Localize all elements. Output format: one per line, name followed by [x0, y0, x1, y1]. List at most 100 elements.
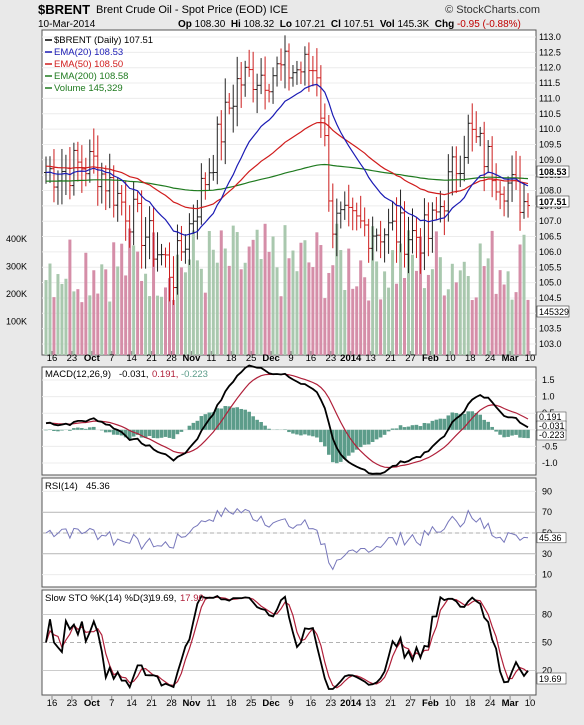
volume-bar	[327, 272, 331, 355]
price-tick-label: 108.0	[539, 186, 562, 196]
macd-histogram-bar	[434, 419, 439, 430]
volume-bar	[414, 270, 418, 355]
volume-bar	[112, 242, 116, 355]
volume-bar	[466, 276, 470, 355]
price-last-label-box	[536, 165, 570, 178]
volume-bar	[215, 262, 219, 355]
volume-bar	[179, 267, 183, 355]
macd-histogram-bar	[514, 429, 518, 435]
macd-histogram-bar	[494, 429, 498, 432]
macd-histogram-bar	[446, 415, 451, 430]
price-tick-label: 112.5	[539, 47, 561, 57]
sto-value-k: 19.69,	[150, 593, 176, 604]
macd-histogram-bar	[135, 429, 140, 435]
macd-histogram-bar	[510, 429, 514, 436]
volume-bar	[76, 289, 80, 355]
volume-bar	[275, 267, 279, 355]
macd-histogram-bar	[195, 420, 200, 430]
macd-histogram-bar	[370, 429, 375, 442]
macd-histogram-bar	[315, 429, 319, 438]
price-tick-label: 106.0	[539, 247, 562, 257]
close-label: Cl	[330, 19, 341, 30]
volume-bar	[438, 257, 442, 355]
macd-histogram-bar	[422, 422, 427, 430]
macd-histogram-bar	[203, 414, 208, 430]
sto-x-axis-label: 14	[126, 698, 137, 709]
macd-histogram-bar	[72, 428, 76, 430]
macd-histogram-bar	[263, 425, 267, 430]
price-x-axis-label: 10	[445, 353, 456, 364]
macd-last-label-box	[536, 429, 567, 441]
macd-histogram-bar	[111, 429, 116, 435]
macd-histogram-bar	[430, 420, 435, 430]
volume-bar	[259, 259, 263, 355]
volume-bar	[526, 299, 530, 355]
price-x-axis-label: 28	[166, 353, 177, 364]
volume-tick-label: 100K	[6, 317, 27, 327]
ema50-line	[45, 121, 529, 210]
price-x-axis-label: 10	[525, 353, 536, 364]
volume-bar	[367, 300, 371, 355]
volume-bar	[251, 239, 255, 355]
macd-last-label: -0.223	[539, 430, 565, 440]
price-x-axis-label: 18	[465, 353, 476, 364]
volume-bar	[311, 267, 315, 355]
volume-bar	[144, 273, 148, 355]
macd-histogram-bar	[223, 406, 228, 430]
macd-histogram-bar	[327, 429, 331, 455]
volume-bar	[171, 299, 175, 355]
volume-bar	[116, 266, 120, 355]
macd-histogram-bar	[307, 429, 311, 436]
volume-bar	[406, 230, 410, 355]
volume-bar	[223, 248, 227, 355]
price-tick-label: 110.5	[539, 109, 561, 119]
volume-bar	[347, 248, 351, 355]
macd-histogram-bar	[99, 429, 104, 431]
price-x-axis-label: Nov	[182, 353, 201, 364]
volume-bar	[100, 264, 104, 355]
volume-bar	[164, 287, 168, 355]
volume-bar	[60, 283, 64, 355]
price-tick-label: 109.5	[539, 139, 562, 149]
macd-histogram-bar	[199, 416, 204, 430]
sto-x-axis-label: 27	[405, 698, 416, 709]
volume-bar	[56, 274, 60, 355]
legend-ema20: EMA(20) 108.53	[54, 47, 123, 58]
volume-bar	[219, 230, 223, 355]
macd-histogram-bar	[287, 429, 291, 433]
volume-bar	[52, 297, 56, 355]
macd-histogram-bar	[474, 412, 479, 430]
macd-tick-label: -1.0	[542, 458, 558, 468]
macd-tick-label: -0.5	[542, 441, 558, 451]
volume-bar	[434, 231, 438, 355]
sto-k-line	[45, 594, 529, 690]
volume-bar	[422, 288, 426, 355]
volume-bar	[514, 292, 518, 355]
volume-bar	[160, 296, 164, 355]
volume-bar	[267, 251, 271, 355]
macd-histogram-bar	[159, 429, 164, 438]
volume-bar	[331, 265, 335, 355]
price-x-axis-label: 27	[405, 353, 416, 364]
sto-x-axis-label: 24	[485, 698, 496, 709]
volume-bar	[307, 262, 311, 355]
macd-histogram-bar	[406, 426, 411, 430]
macd-histogram-bar	[191, 422, 196, 430]
volume-bar	[199, 268, 203, 355]
volume-bar	[203, 292, 207, 355]
macd-line	[45, 364, 529, 475]
volume-bar	[395, 283, 399, 355]
price-tick-label: 107.0	[539, 216, 562, 226]
macd-histogram-bar	[239, 408, 243, 430]
volume-bar	[128, 228, 132, 355]
macd-histogram-bar	[522, 429, 526, 438]
volume-bar	[283, 225, 287, 355]
sto-last-label-box	[536, 672, 567, 685]
volume-bar	[255, 229, 259, 355]
macd-histogram-bar	[155, 429, 160, 439]
price-tick-label: 105.0	[539, 278, 562, 288]
sto-x-axis-label: 7	[109, 698, 114, 709]
macd-histogram-bar	[319, 429, 323, 443]
macd-histogram-bar	[354, 429, 359, 450]
volume-bar	[442, 295, 446, 355]
